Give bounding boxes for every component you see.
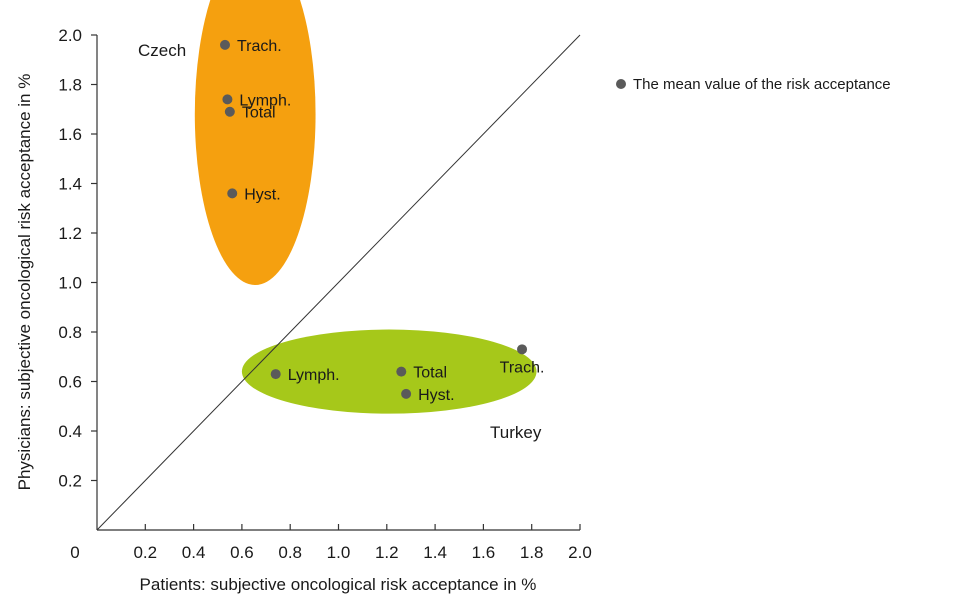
turkey-group-label: Turkey xyxy=(490,423,542,442)
y-tick-label: 0.6 xyxy=(58,373,82,392)
x-tick-label: 2.0 xyxy=(568,543,592,562)
x-tick-label: 1.4 xyxy=(423,543,447,562)
data-point-czech-hyst xyxy=(227,188,238,199)
legend-marker xyxy=(616,79,626,89)
data-point-label: Trach. xyxy=(500,359,545,376)
reference-diagonal-line xyxy=(96,34,581,531)
x-tick-label: 0.4 xyxy=(182,543,206,562)
data-point-czech-lymph xyxy=(222,94,233,105)
data-point-label: Trach. xyxy=(237,38,282,55)
czech-group-ellipse xyxy=(194,0,316,285)
data-point-turkey-trach xyxy=(517,344,528,355)
x-tick-label: 1.2 xyxy=(375,543,399,562)
y-axis-title: Physicians: subjective oncological risk … xyxy=(15,74,34,491)
origin-tick-label: 0 xyxy=(70,543,79,562)
data-point-label: Lymph. xyxy=(288,367,340,384)
legend: The mean value of the risk acceptance xyxy=(616,76,891,93)
data-point-label: Hyst. xyxy=(418,387,454,404)
y-tick-label: 1.2 xyxy=(58,224,82,243)
y-tick-label: 1.8 xyxy=(58,76,82,95)
y-tick-label: 0.8 xyxy=(58,323,82,342)
y-axis-ticks: 0.2 0.4 0.6 0.8 1.0 1.2 1.4 1.6 1.8 2.0 xyxy=(58,26,97,491)
y-tick-label: 2.0 xyxy=(58,26,82,45)
czech-group-label: Czech xyxy=(138,41,186,60)
y-tick-label: 0.4 xyxy=(58,422,82,441)
turkey-group-ellipse xyxy=(241,329,537,414)
y-tick-label: 0.2 xyxy=(58,472,82,491)
y-tick-label: 1.0 xyxy=(58,274,82,293)
data-point-label: Total xyxy=(413,365,447,382)
x-axis-ticks: 0.2 0.4 0.6 0.8 1.0 1.2 1.4 1.6 1.8 2.0 xyxy=(133,524,592,562)
data-point-turkey-total xyxy=(396,366,407,377)
legend-label: The mean value of the risk acceptance xyxy=(633,76,891,93)
x-axis-title: Patients: subjective oncological risk ac… xyxy=(140,575,537,594)
data-point-label: Total xyxy=(242,105,276,122)
x-tick-label: 1.8 xyxy=(520,543,544,562)
x-tick-label: 1.0 xyxy=(327,543,351,562)
x-tick-label: 1.6 xyxy=(472,543,496,562)
data-point-label: Lymph. xyxy=(239,92,291,109)
x-tick-label: 0.2 xyxy=(133,543,157,562)
data-point-turkey-lymph xyxy=(270,369,281,380)
y-tick-label: 1.6 xyxy=(58,125,82,144)
x-tick-label: 0.8 xyxy=(278,543,302,562)
x-tick-label: 0.6 xyxy=(230,543,254,562)
data-point-label: Hyst. xyxy=(244,186,280,203)
data-point-turkey-hyst xyxy=(401,388,412,399)
data-point-czech-trach xyxy=(219,39,230,50)
y-tick-label: 1.4 xyxy=(58,175,82,194)
data-point-czech-total xyxy=(224,106,235,117)
